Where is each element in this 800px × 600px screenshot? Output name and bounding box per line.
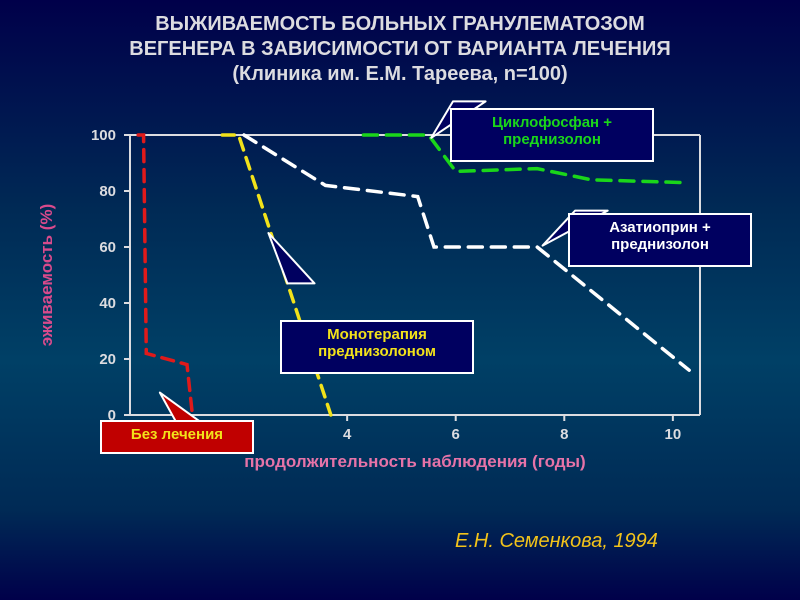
- svg-text:40: 40: [99, 295, 116, 312]
- callout-cyclo-l1: Циклофосфан +: [492, 114, 612, 131]
- callout-pred-l1: Монотерапия: [327, 326, 427, 343]
- svg-text:20: 20: [99, 351, 116, 368]
- callout-cyclo-l2: преднизолон: [503, 131, 601, 148]
- svg-text:эживаемость (%): эживаемость (%): [37, 204, 56, 346]
- callout-aza-l1: Азатиоприн +: [609, 219, 711, 236]
- callout-prednisolone: Монотерапия преднизолоном: [280, 320, 474, 374]
- svg-text:100: 100: [91, 127, 116, 144]
- svg-text:10: 10: [665, 426, 682, 443]
- svg-text:8: 8: [560, 426, 568, 443]
- callout-azathioprine: Азатиоприн + преднизолон: [568, 213, 752, 267]
- callout-no-treatment-text: Без лечения: [131, 426, 223, 443]
- svg-text:80: 80: [99, 183, 116, 200]
- svg-text:продолжительность наблюдения (: продолжительность наблюдения (годы): [244, 452, 585, 471]
- svg-text:60: 60: [99, 239, 116, 256]
- attribution: Е.Н. Семенкова, 1994: [455, 530, 658, 553]
- svg-text:4: 4: [343, 426, 352, 443]
- callout-pred-l2: преднизолоном: [318, 343, 436, 360]
- survival-chart: 02040608010046810продолжительность наблю…: [0, 0, 800, 600]
- svg-text:6: 6: [452, 426, 460, 443]
- callout-cyclophosphamide: Циклофосфан + преднизолон: [450, 108, 654, 162]
- callout-aza-l2: преднизолон: [611, 236, 709, 253]
- callout-no-treatment: Без лечения: [100, 420, 254, 454]
